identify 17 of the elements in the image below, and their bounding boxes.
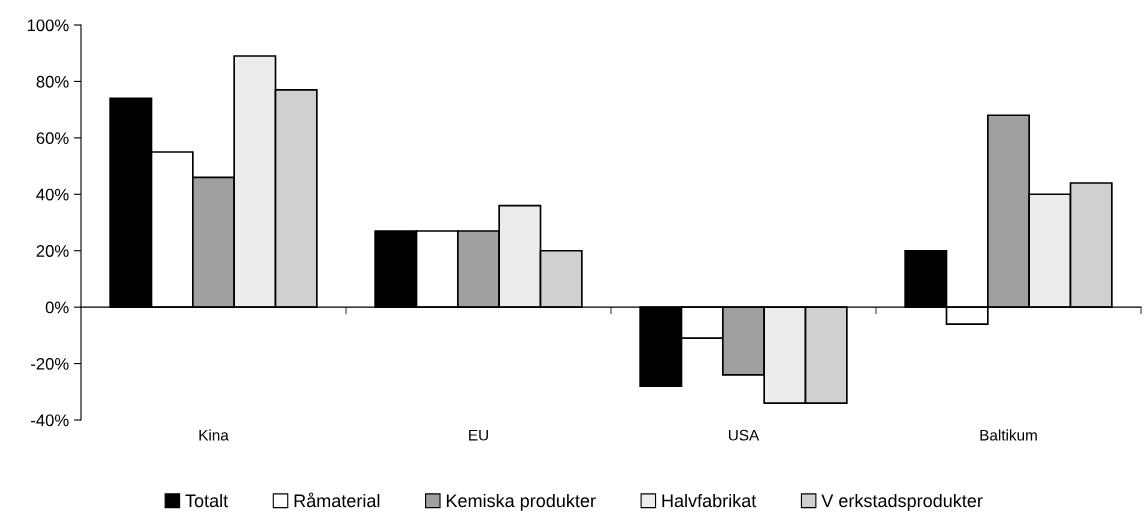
y-tick-label: 20% [36, 245, 69, 257]
legend-label: Totalt [185, 493, 229, 508]
legend-label: Kemiska produkter [446, 493, 596, 511]
y-tick-label: 80% [36, 75, 69, 88]
legend-label: V erkstadsprodukter [821, 493, 983, 511]
y-tick-label: -40% [31, 414, 69, 427]
x-tick-label: Kina [199, 429, 229, 441]
y-tick-label: 60% [36, 132, 69, 145]
x-tick-label: Baltikum [980, 429, 1037, 441]
legend-label: Halvfabrikat [662, 493, 757, 508]
x-tick-label: EU [469, 429, 488, 441]
legend-label: Råmaterial [294, 492, 380, 508]
y-tick-label: 40% [36, 188, 69, 201]
x-tick-label: USA [728, 429, 760, 441]
y-tick-label: -20% [31, 357, 69, 370]
y-tick-label: 0% [45, 301, 69, 314]
y-tick-label: 100% [27, 19, 69, 32]
